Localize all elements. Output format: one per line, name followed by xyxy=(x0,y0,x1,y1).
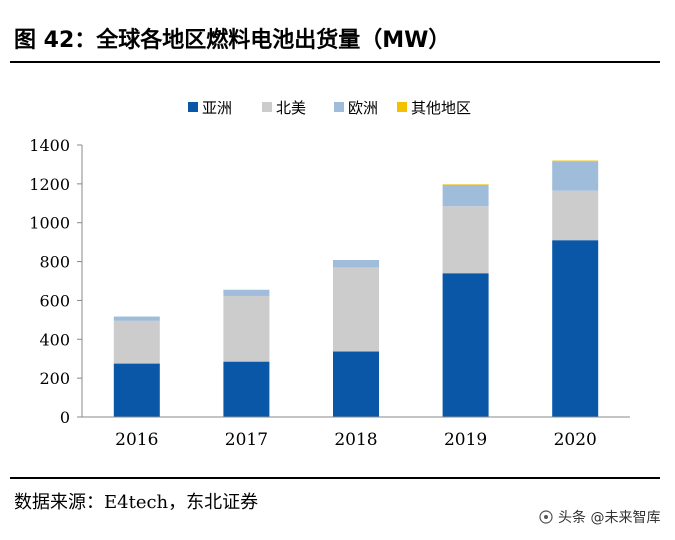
legend-swatch xyxy=(188,102,198,112)
x-tick-label: 2019 xyxy=(444,430,487,450)
legend-item: 欧洲 xyxy=(334,99,378,117)
legend-item: 亚洲 xyxy=(188,99,232,117)
source-rule xyxy=(10,477,660,479)
bar-segment xyxy=(442,184,489,185)
bar-segment xyxy=(113,363,160,417)
legend-label: 亚洲 xyxy=(202,99,232,117)
bars-group xyxy=(113,160,599,417)
bar-segment xyxy=(223,295,270,362)
y-tick-label: 600 xyxy=(39,291,70,310)
bar-segment xyxy=(552,160,599,162)
y-axis: 0 200 400 600 800 1000 1200 1400 xyxy=(29,136,83,427)
x-tick-label: 2017 xyxy=(225,430,268,450)
bar-segment xyxy=(442,184,489,207)
bar-segment xyxy=(333,351,379,417)
y-tick-label: 800 xyxy=(39,253,70,272)
x-tick-label: 2018 xyxy=(334,430,377,450)
title-rule xyxy=(10,61,660,63)
y-tick-label: 0 xyxy=(60,408,70,427)
legend-item: 其他地区 xyxy=(397,99,471,117)
source-note: 数据来源：E4tech，东北证券 xyxy=(14,492,259,513)
x-tick-label: 2016 xyxy=(115,430,158,450)
y-tick-label: 1200 xyxy=(29,175,70,194)
legend-label: 北美 xyxy=(276,99,306,117)
bar-segment xyxy=(552,240,599,417)
y-tick-label: 200 xyxy=(39,369,70,388)
x-axis: 2016 2017 2018 2019 2020 xyxy=(82,416,630,450)
bar-segment xyxy=(442,273,489,417)
legend-swatch xyxy=(262,102,272,112)
bar-segment xyxy=(223,361,270,417)
bar-segment xyxy=(552,190,599,241)
bar-segment xyxy=(333,267,379,352)
bar-segment xyxy=(333,260,379,268)
legend-swatch xyxy=(397,102,407,112)
bar-segment xyxy=(442,206,489,274)
legend-label: 欧洲 xyxy=(348,99,378,117)
chart-legend: 亚洲 北美 欧洲 其他地区 xyxy=(188,99,471,117)
bar-segment xyxy=(113,316,160,321)
bar-segment xyxy=(223,289,270,296)
legend-label: 其他地区 xyxy=(411,99,471,117)
legend-swatch xyxy=(334,102,344,112)
bar-segment xyxy=(552,161,599,191)
x-tick-label: 2020 xyxy=(554,430,597,450)
watermark-logo-icon xyxy=(539,510,553,524)
stacked-bar-chart: 亚洲 北美 欧洲 其他地区 0 200 400 600 800 1000 1200 1400 201… xyxy=(29,99,630,450)
watermark-text: 头条 @未来智库 xyxy=(558,510,661,526)
watermark: 头条 @未来智库 xyxy=(538,507,660,527)
legend-item: 北美 xyxy=(262,99,306,117)
bar-segment xyxy=(113,320,160,364)
y-tick-label: 1000 xyxy=(29,214,70,233)
y-tick-label: 400 xyxy=(39,330,70,349)
figure-title: 图 42：全球各地区燃料电池出货量（MW） xyxy=(14,28,451,53)
y-tick-label: 1400 xyxy=(29,136,70,155)
